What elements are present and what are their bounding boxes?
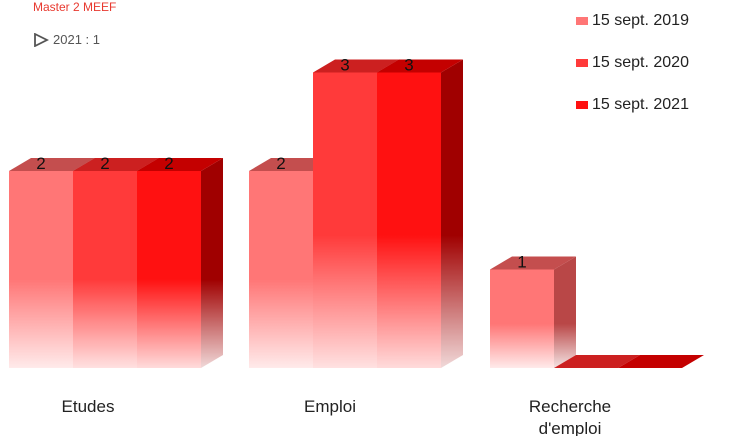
category-label: Emploi <box>304 397 356 416</box>
legend-item-2019[interactable]: 15 sept. 2019 <box>576 10 689 32</box>
legend-swatch-2021 <box>576 101 588 109</box>
chart-title: Master 2 MEEF <box>33 0 117 14</box>
triangle-right-icon <box>34 32 49 47</box>
chart-legend: 15 sept. 2019 15 sept. 2020 15 sept. 202… <box>576 10 689 136</box>
category-label: Etudes <box>62 397 115 416</box>
bar-etudes-2021[interactable] <box>137 158 223 368</box>
data-label: 3 <box>340 56 349 75</box>
data-label: 2 <box>276 154 285 173</box>
category-label: d'emploi <box>539 419 602 436</box>
legend-swatch-2019 <box>576 17 588 25</box>
bar-emploi-2021[interactable] <box>377 59 463 369</box>
bar-recherche-2020[interactable] <box>554 355 640 368</box>
legend-swatch-2020 <box>576 59 588 67</box>
data-label: 2 <box>36 154 45 173</box>
filter-value: 2021 : 1 <box>53 32 100 47</box>
data-label: 1 <box>517 253 526 272</box>
filter-toggle[interactable]: 2021 : 1 <box>33 32 100 47</box>
bar-recherche-2021[interactable] <box>618 355 704 368</box>
legend-label-2019: 15 sept. 2019 <box>592 12 689 29</box>
legend-label-2021: 15 sept. 2021 <box>592 96 689 113</box>
data-label: 2 <box>100 154 109 173</box>
bar-recherche-2019[interactable] <box>490 256 576 369</box>
data-label: 3 <box>404 56 413 75</box>
data-label: 2 <box>164 154 173 173</box>
legend-item-2020[interactable]: 15 sept. 2020 <box>576 52 689 74</box>
category-label: Recherche <box>529 397 611 416</box>
legend-label-2020: 15 sept. 2020 <box>592 54 689 71</box>
legend-item-2021[interactable]: 15 sept. 2021 <box>576 94 689 116</box>
